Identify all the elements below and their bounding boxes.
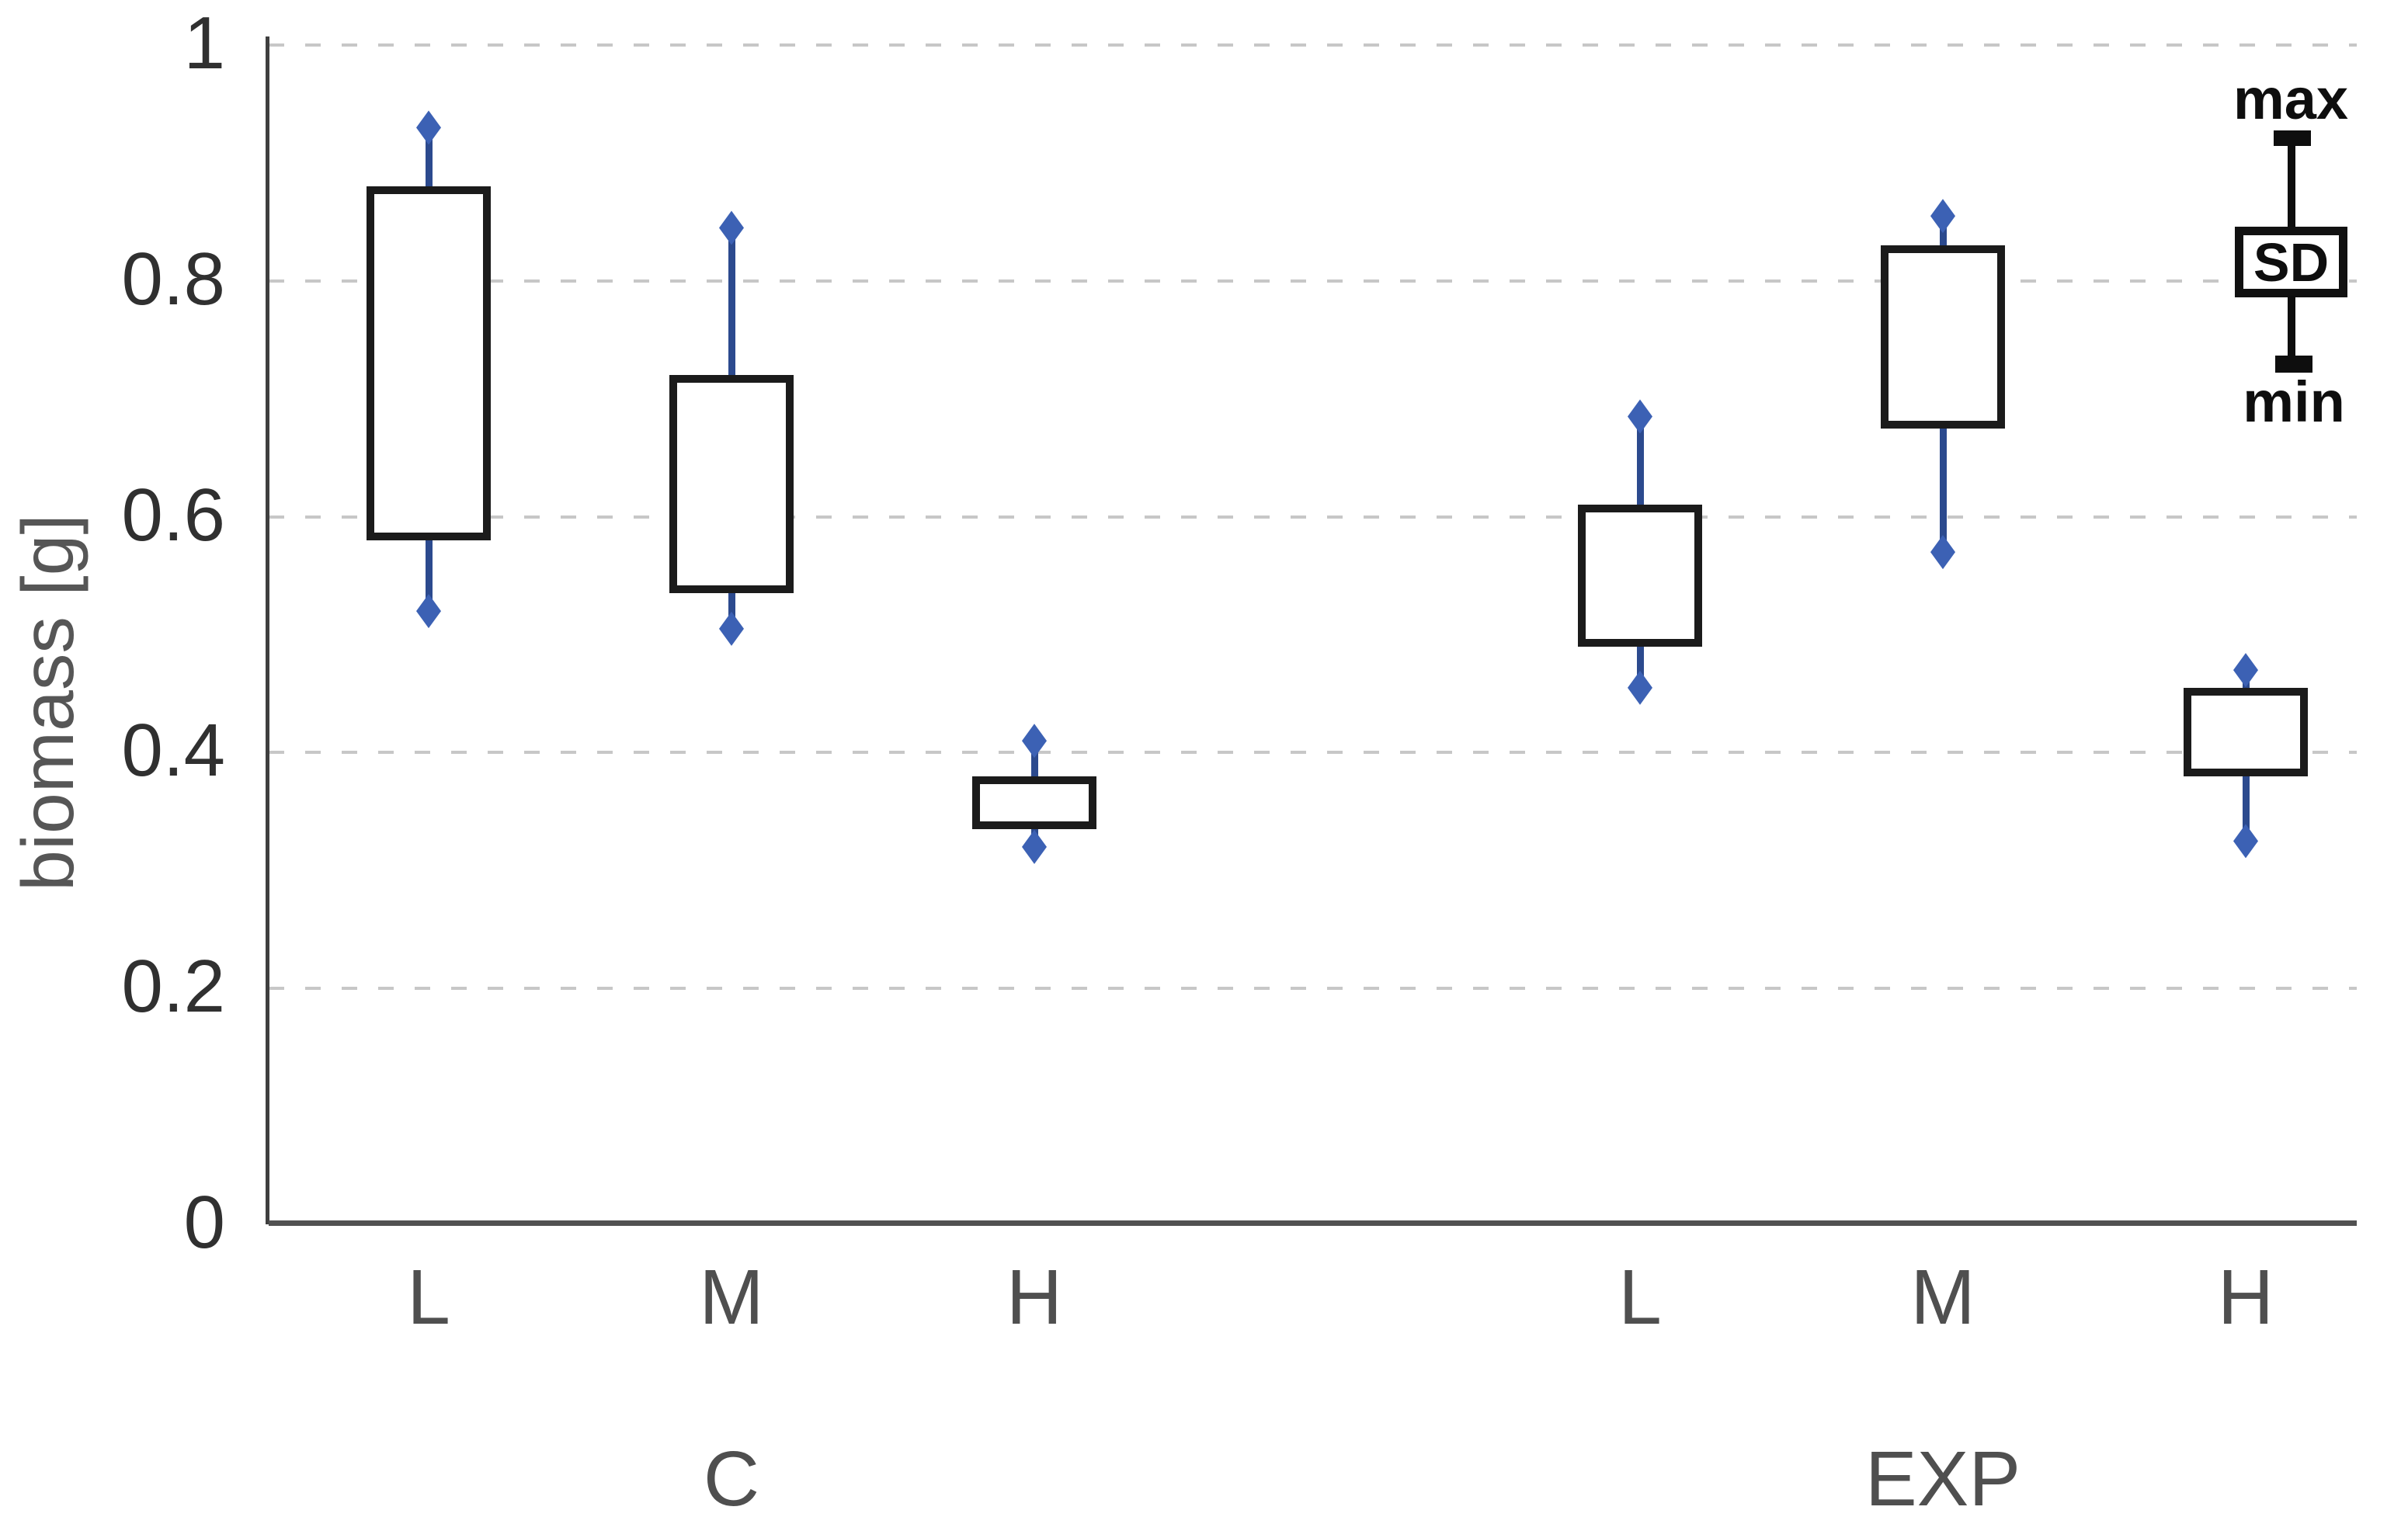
whisker-upper-C-L	[426, 127, 433, 192]
sd-box-C-H	[972, 776, 1096, 830]
legend-max-label: max	[2233, 67, 2349, 131]
max-marker-EXP-M	[1930, 199, 1955, 234]
legend-min-label: min	[2243, 370, 2345, 434]
x-axis-line	[269, 1220, 2357, 1226]
y-tick-label-0.8: 0.8	[121, 237, 225, 321]
x-category-label-EXP-L: L	[1618, 1254, 1662, 1341]
legend-upper-whisker-line	[2288, 144, 2295, 230]
sd-box-EXP-L	[1578, 505, 1702, 647]
legend-top-cap	[2274, 130, 2311, 146]
whisker-lower-C-M	[728, 588, 735, 629]
sd-box-EXP-H	[2184, 687, 2308, 776]
max-marker-EXP-L	[1628, 399, 1652, 434]
whisker-lower-EXP-L	[1637, 641, 1644, 688]
x-category-label-C-L: L	[407, 1254, 450, 1341]
x-category-label-EXP-M: M	[1910, 1254, 1975, 1341]
legend-lower-whisker-line	[2288, 296, 2295, 358]
sd-box-C-L	[367, 186, 491, 540]
legend-sd-box: SD	[2235, 227, 2347, 297]
gridline-0.8	[269, 279, 2357, 283]
x-category-label-EXP-H: H	[2217, 1254, 2274, 1341]
min-marker-C-M	[719, 611, 744, 646]
x-group-label-EXP: EXP	[1864, 1435, 2021, 1522]
y-tick-label-0.6: 0.6	[121, 473, 225, 557]
x-category-label-C-M: M	[699, 1254, 764, 1341]
gridline-0.4	[269, 751, 2357, 755]
min-marker-EXP-M	[1930, 535, 1955, 570]
min-marker-EXP-L	[1628, 670, 1652, 705]
gridline-1	[269, 43, 2357, 47]
y-axis-line	[266, 36, 269, 1224]
min-marker-C-H	[1022, 829, 1047, 864]
whisker-upper-EXP-M	[1940, 216, 1947, 251]
whisker-upper-C-M	[728, 227, 735, 380]
y-tick-label-1: 1	[183, 2, 225, 85]
legend-sd-label: SD	[2253, 231, 2330, 293]
whisker-lower-EXP-M	[1940, 423, 1947, 553]
legend-bottom-cap	[2275, 356, 2312, 373]
gridline-0.6	[269, 515, 2357, 519]
whisker-lower-C-L	[426, 535, 433, 612]
max-marker-EXP-H	[2233, 653, 2258, 688]
y-tick-label-0: 0	[183, 1181, 225, 1264]
gridline-0.2	[269, 987, 2357, 991]
min-marker-EXP-H	[2233, 824, 2258, 859]
max-marker-C-L	[416, 110, 441, 145]
x-category-label-C-H: H	[1006, 1254, 1063, 1341]
max-marker-C-M	[719, 210, 744, 245]
sd-box-EXP-M	[1881, 245, 2005, 429]
y-tick-label-0.4: 0.4	[121, 709, 225, 793]
whisker-upper-EXP-L	[1637, 416, 1644, 510]
whisker-lower-EXP-H	[2243, 771, 2250, 842]
y-tick-label-0.2: 0.2	[121, 945, 225, 1029]
sd-box-C-M	[669, 375, 794, 594]
min-marker-C-L	[416, 594, 441, 629]
whisker-upper-C-H	[1031, 741, 1038, 781]
x-group-label-C: C	[703, 1435, 760, 1522]
